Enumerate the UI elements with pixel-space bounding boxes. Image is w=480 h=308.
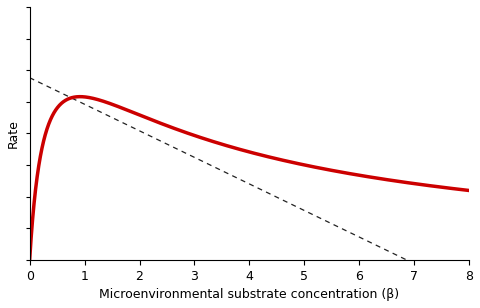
Y-axis label: Rate: Rate bbox=[7, 119, 20, 148]
X-axis label: Microenvironmental substrate concentration (β): Microenvironmental substrate concentrati… bbox=[99, 288, 399, 301]
